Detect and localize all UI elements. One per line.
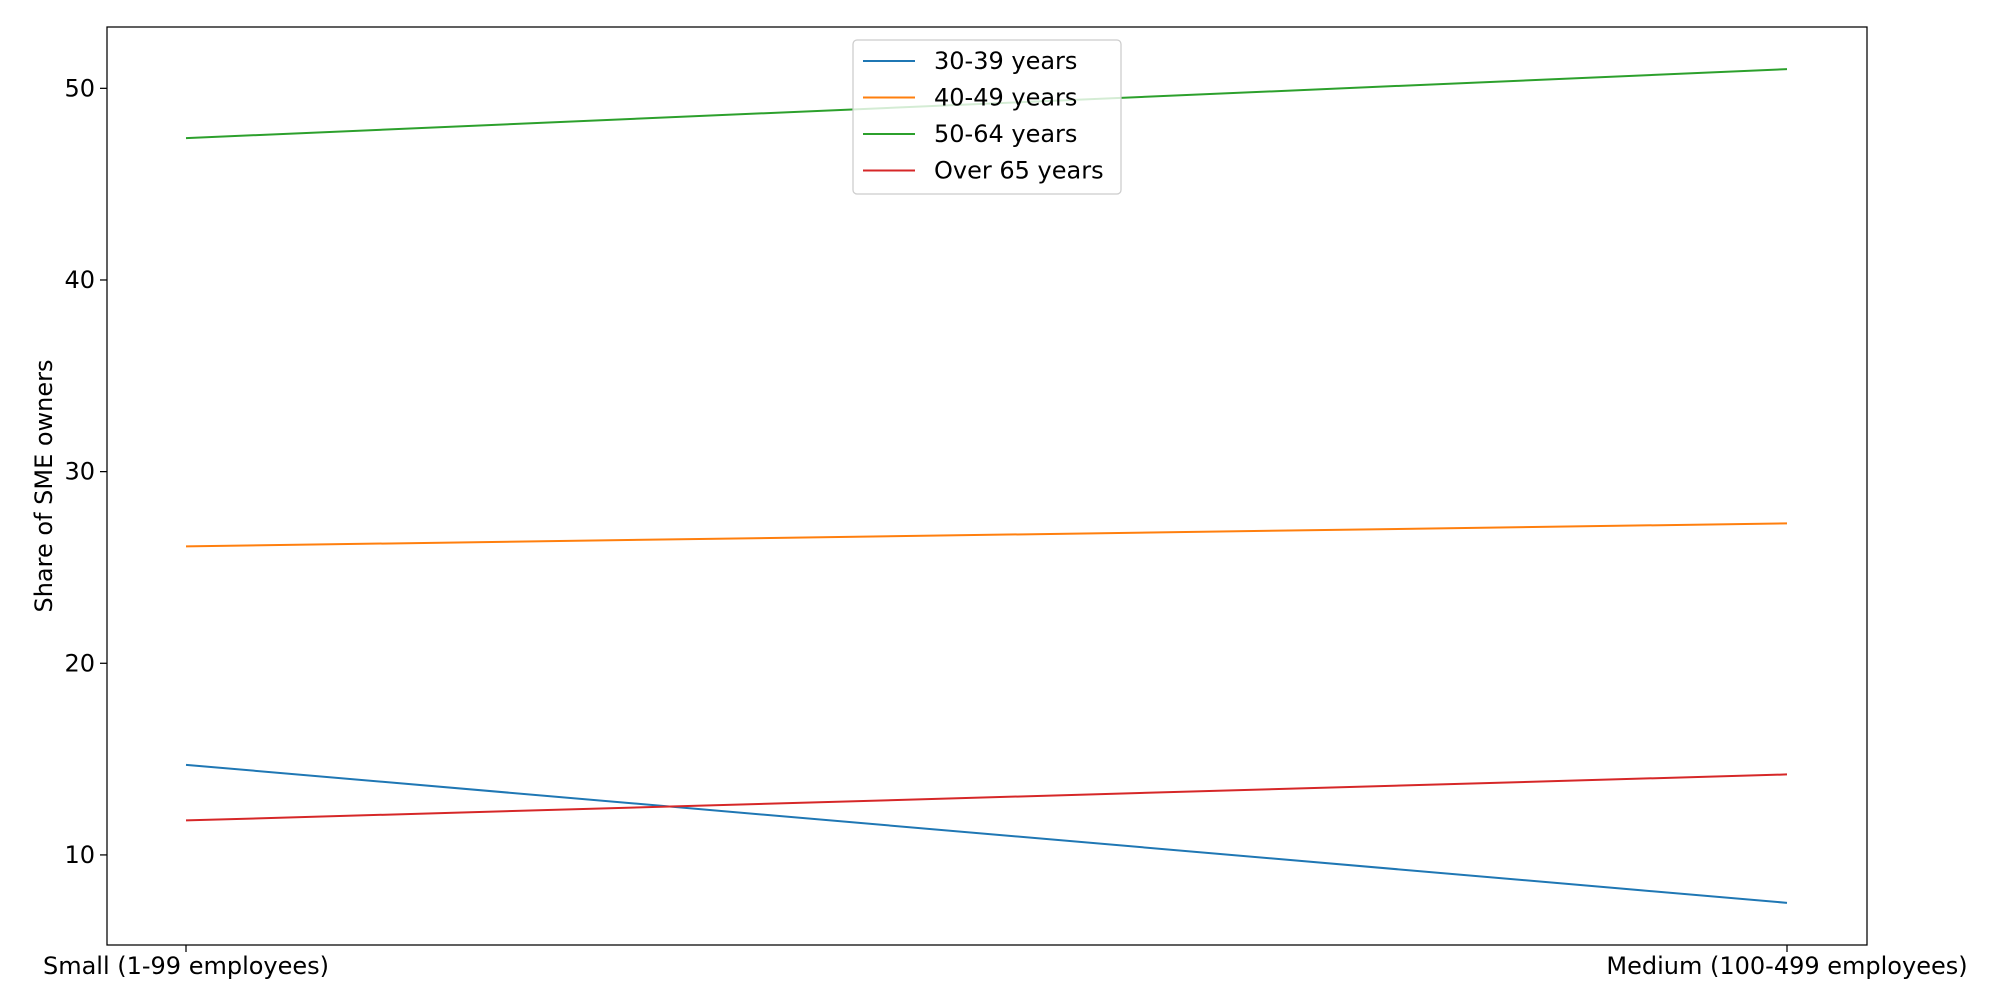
series-line-over-65-years [185,773,1788,822]
legend: 30-39 years 40-49 years 50-64 years Over 65… [852,39,1122,195]
y-tick-label: 20 [64,649,95,677]
legend-box [852,39,1122,195]
y-tick-label: 10 [64,841,95,869]
y-tick-label: 30 [64,458,95,486]
y-axis-label: Share of SME owners [30,359,58,612]
x-axis: Small (1-99 employees) Medium (100-499 em… [43,945,1968,980]
x-tick-label: Medium (100-499 employees) [1606,952,1967,980]
legend-item-30-39-years: 30-39 years [863,47,1077,75]
legend-label: 40-49 years [934,84,1077,112]
y-axis: 10 20 30 40 50 [64,74,107,869]
y-tick-label: 40 [64,266,95,294]
series-line-40-49-years [185,522,1788,548]
y-tick-label: 50 [64,74,95,102]
legend-label: Over 65 years [934,157,1104,185]
legend-label: 50-64 years [934,120,1077,148]
legend-label: 30-39 years [934,47,1077,75]
x-tick-label: Small (1-99 employees) [43,952,329,980]
plot-area [106,26,1868,946]
legend-item-40-49-years: 40-49 years [863,84,1077,112]
legend-item-over-65-years: Over 65 years [863,157,1104,185]
series-line-30-39-years [185,763,1788,904]
legend-item-50-64-years: 50-64 years [863,120,1077,148]
